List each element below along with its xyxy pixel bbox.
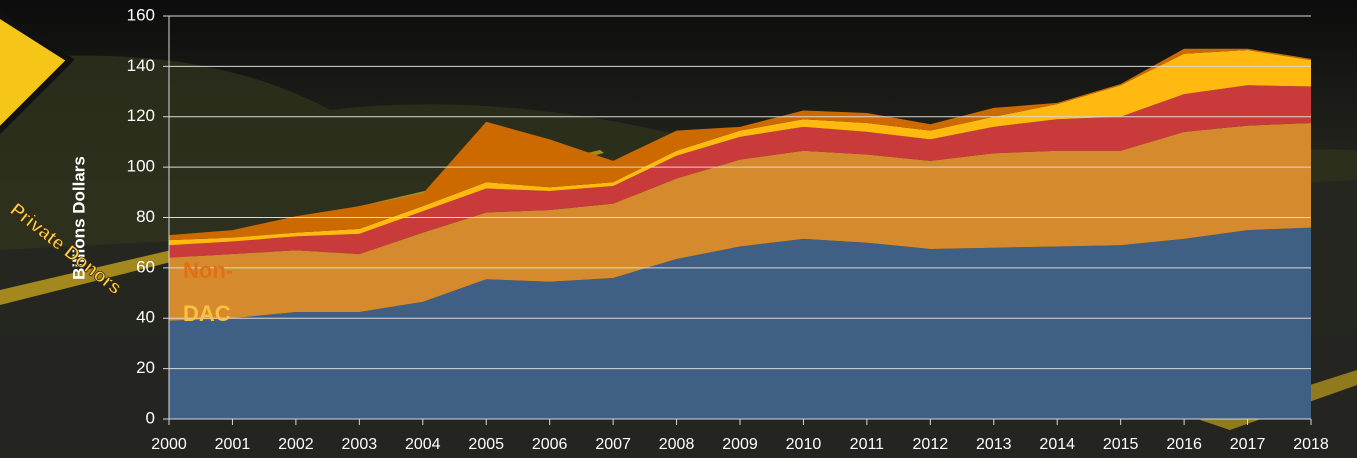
y-tick-label: 160: [127, 5, 155, 24]
annotation: DAC: [183, 301, 231, 326]
y-tick-label: 60: [136, 257, 155, 276]
annotation: Non-: [183, 258, 233, 283]
x-tick-label: 2005: [468, 436, 504, 453]
x-tick-label: 2003: [342, 436, 378, 453]
x-tick-label: 2009: [722, 436, 758, 453]
x-tick-label: 2017: [1230, 436, 1266, 453]
y-tick-label: 40: [136, 308, 155, 327]
x-tick-label: 2010: [786, 436, 822, 453]
x-tick-label: 2001: [215, 436, 251, 453]
y-tick-label: 140: [127, 56, 155, 75]
x-tick-label: 2013: [976, 436, 1012, 453]
x-tick-label: 2012: [913, 436, 949, 453]
y-tick-label: 0: [146, 408, 155, 427]
x-tick-label: 2015: [1103, 436, 1139, 453]
x-tick-label: 2006: [532, 436, 568, 453]
x-tick-label: 2004: [405, 436, 441, 453]
y-tick-label: 120: [127, 106, 155, 125]
x-tick-label: 2007: [595, 436, 631, 453]
y-tick-label: 20: [136, 358, 155, 377]
x-tick-label: 2011: [850, 436, 885, 453]
x-tick-label: 2008: [659, 436, 695, 453]
x-tick-label: 2002: [278, 436, 314, 453]
x-tick-label: 2018: [1293, 436, 1329, 453]
chart: Billions Dollars 02040608010012014016020…: [0, 0, 1357, 458]
y-tick-label: 80: [136, 207, 155, 226]
x-tick-label: 2016: [1166, 436, 1202, 453]
y-tick-label: 100: [127, 157, 155, 176]
x-tick-label: 2000: [151, 436, 187, 453]
x-tick-label: 2014: [1039, 436, 1075, 453]
